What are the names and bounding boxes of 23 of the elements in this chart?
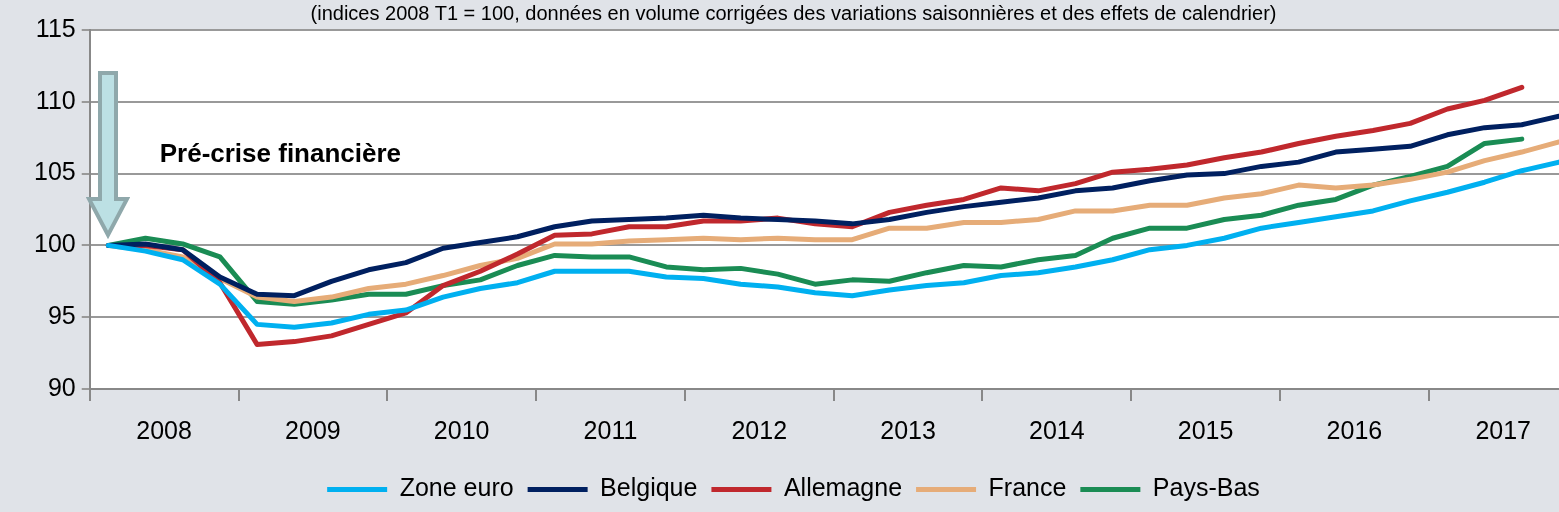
annotation: Pré-crise financière	[159, 138, 402, 169]
y-tick-label: 110	[35, 85, 76, 114]
x-tick-label: 2012	[731, 415, 788, 444]
x-tick-label: 2016	[1326, 415, 1383, 444]
x-tick-label: 2015	[1177, 415, 1234, 444]
legend-label: Belgique	[600, 473, 698, 502]
y-tick-label: 90	[47, 372, 76, 401]
y-tick-label: 105	[33, 157, 76, 186]
chart-subtitle: (indices 2008 T1 = 100, données en volume corrigées des variations saisonnières et des effets de calendrier)	[310, 1, 1277, 24]
legend-label: France	[988, 473, 1067, 502]
x-tick-label: 2017	[1475, 415, 1532, 444]
y-tick-label: 95	[47, 301, 76, 330]
y-tick-label: 100	[33, 229, 76, 258]
legend-label: Zone euro	[399, 473, 514, 502]
y-tick-label: 115	[35, 13, 76, 42]
x-tick-label: 2008	[136, 415, 192, 444]
x-tick-label: 2009	[285, 415, 341, 444]
x-tick-label: 2014	[1029, 415, 1085, 444]
legend-label: Allemagne	[783, 473, 903, 502]
x-tick-label: 2011	[583, 415, 638, 444]
x-tick-label: 2010	[433, 415, 490, 444]
legend-label: Pays-Bas	[1152, 473, 1260, 502]
x-tick-label: 2013	[880, 415, 936, 444]
